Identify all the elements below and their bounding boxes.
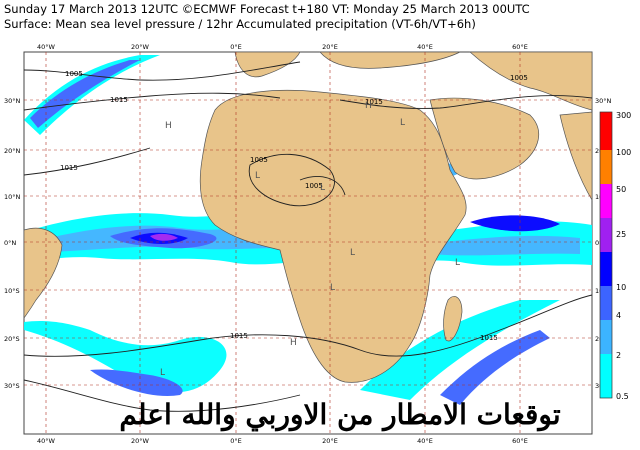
isobar-label: 1005	[305, 182, 323, 190]
pressure-marker: L	[330, 283, 335, 293]
isobar-label: 1015	[110, 96, 128, 104]
lat-label-left: 10°S	[4, 287, 20, 295]
lat-label-left: 30°S	[4, 382, 20, 390]
colorbar-label: 100	[616, 148, 631, 157]
land-masses	[23, 51, 593, 383]
isobar-label: 1015	[365, 98, 383, 106]
pressure-marker: H	[290, 338, 297, 348]
colorbar	[599, 111, 613, 399]
colorbar-swatch	[600, 354, 612, 398]
madagascar	[443, 296, 463, 342]
colorbar-label: 10	[616, 283, 626, 292]
isobar-label: 1015	[230, 332, 248, 340]
colorbar-swatch	[600, 286, 612, 320]
pressure-marker: L	[400, 118, 405, 128]
isobars	[23, 61, 593, 412]
arabia	[429, 97, 539, 180]
pressure-marker: L	[350, 248, 355, 258]
colorbar-swatch	[600, 184, 612, 218]
colorbar-swatch	[600, 112, 612, 150]
lon-label-bottom: 0°E	[230, 437, 242, 445]
isobar-label: 1005	[65, 70, 83, 78]
europe	[319, 51, 461, 69]
isobar-label: 1005	[250, 156, 268, 164]
lon-label-top: 0°E	[230, 43, 242, 51]
lon-label-bottom: 60°E	[512, 437, 528, 445]
lat-label-left: 20°N	[4, 147, 21, 155]
arabic-watermark: توقعات الامطار من الاوربي والله اعلم	[119, 398, 561, 431]
colorbar-label: 4	[616, 311, 621, 320]
lat-label-left: 0°N	[4, 239, 16, 247]
isobar-label: 1005	[510, 74, 528, 82]
colorbar-label: 2	[616, 351, 621, 360]
colorbar-label: 0.5	[616, 392, 629, 401]
south-america	[23, 227, 63, 320]
africa	[199, 89, 467, 383]
isobar-labels: 1005 1015 1015 1005 1015 1005 1015 1005 …	[60, 70, 528, 342]
pressure-marker: H	[365, 101, 372, 111]
isobar-label: 1015	[60, 164, 78, 172]
lon-label-bottom: 20°E	[322, 437, 338, 445]
pressure-marker: L	[255, 171, 260, 181]
lon-label-bottom: 20°W	[131, 437, 150, 445]
header-line-2: Surface: Mean sea level pressure / 12hr …	[4, 17, 476, 31]
lat-label-left: 30°N	[4, 97, 21, 105]
india	[559, 111, 593, 202]
lon-label-top: 20°E	[322, 43, 338, 51]
lon-label-bottom: 40°E	[417, 437, 433, 445]
colorbar-label: 25	[616, 230, 626, 239]
lon-label-top: 40°W	[37, 43, 56, 51]
pressure-centers: H L L H L L L L H L	[160, 101, 460, 378]
isobar-label: 1015	[480, 334, 498, 342]
header-line-1: Sunday 17 March 2013 12UTC ©ECMWF Foreca…	[4, 2, 530, 16]
colorbar-swatch	[600, 320, 612, 354]
lon-label-top: 40°E	[417, 43, 433, 51]
colorbar-swatch	[600, 150, 612, 184]
lat-label-left: 20°S	[4, 335, 20, 343]
lon-label-bottom: 40°W	[37, 437, 56, 445]
colorbar-label: 50	[616, 185, 626, 194]
map-header: Sunday 17 March 2013 12UTC ©ECMWF Foreca…	[4, 2, 604, 32]
colorbar-label: 300	[616, 111, 631, 120]
precipitation-field	[24, 55, 592, 405]
lon-label-top: 60°E	[512, 43, 528, 51]
lat-label-left: 10°N	[4, 193, 21, 201]
pressure-marker: L	[160, 368, 165, 378]
colorbar-swatch	[600, 218, 612, 252]
pressure-marker: L	[455, 258, 460, 268]
colorbar-swatch	[600, 252, 612, 286]
lon-label-top: 20°W	[131, 43, 150, 51]
pressure-marker: L	[320, 183, 325, 193]
lat-label-right: 30°N	[595, 97, 612, 105]
pressure-marker: H	[165, 121, 172, 131]
